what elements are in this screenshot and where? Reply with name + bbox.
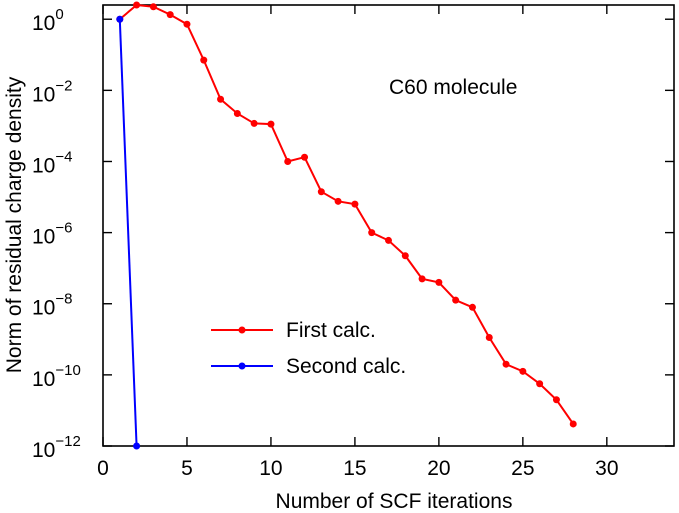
series-point-1 (149, 3, 157, 11)
x-axis-title: Number of SCF iterations (276, 490, 513, 513)
y-axis-title: Norm of residual charge density (3, 76, 26, 373)
x-tick-label: 20 (427, 457, 450, 480)
y-tick-label: 100 (32, 6, 64, 35)
series-point-1 (485, 334, 493, 342)
series-point-1 (334, 197, 342, 205)
series-point-1 (536, 380, 544, 388)
series-point-1 (519, 367, 527, 375)
series-point-1 (435, 278, 443, 286)
plot-frame (102, 4, 675, 447)
y-tick-label: 10−12 (32, 433, 81, 462)
legend: First calc. Second calc. (211, 319, 406, 378)
x-tick-label: 5 (181, 457, 193, 480)
series-point-1 (267, 120, 275, 128)
series-point-1 (284, 157, 292, 165)
series-point-1 (468, 303, 476, 311)
series-point-1 (233, 109, 241, 117)
x-tick-label: 0 (97, 457, 109, 480)
legend-label-second: Second calc. (286, 355, 406, 378)
series-point-1 (552, 396, 560, 404)
series-point-1 (166, 11, 174, 19)
x-tick-label: 15 (343, 457, 366, 480)
series-point-1 (569, 420, 577, 428)
legend-marker-second (238, 362, 246, 370)
series-point-1 (317, 188, 325, 196)
series-point-2 (133, 442, 141, 450)
x-tick-label: 25 (511, 457, 534, 480)
series-point-1 (418, 275, 426, 283)
series-point-1 (133, 1, 141, 9)
series-layer (116, 1, 577, 450)
series-point-1 (502, 360, 510, 368)
y-tick-label: 10−8 (32, 291, 72, 320)
series-point-1 (301, 153, 309, 161)
series-point-1 (385, 236, 392, 244)
x-tick-label: 30 (595, 457, 618, 480)
x-tick-labels: 0 5 10 15 20 25 30 (97, 457, 618, 480)
y-tick-label: 10−4 (32, 148, 72, 177)
legend-label-first: First calc. (286, 319, 376, 342)
legend-marker-first (238, 326, 246, 334)
series-point-1 (452, 296, 460, 304)
y-tick-label: 10−6 (32, 220, 72, 249)
series-point-1 (401, 252, 409, 260)
series-point-1 (200, 56, 208, 64)
series-point-2 (116, 15, 124, 23)
y-tick-labels: 100 10−2 10−4 10−6 10−8 10−10 10−12 (32, 6, 81, 462)
series-point-1 (217, 95, 225, 103)
series-line-1 (119, 3, 575, 425)
y-tick-label: 10−2 (32, 77, 72, 106)
series-point-1 (250, 119, 258, 127)
series-point-1 (183, 20, 191, 28)
series-point-1 (368, 229, 376, 237)
series-point-1 (351, 200, 359, 208)
y-tick-label: 10−10 (32, 362, 81, 391)
x-tick-label: 10 (259, 457, 282, 480)
annotation-c60: C60 molecule (389, 76, 517, 99)
series-line-2 (118, 19, 138, 447)
axis-ticks (102, 5, 674, 447)
